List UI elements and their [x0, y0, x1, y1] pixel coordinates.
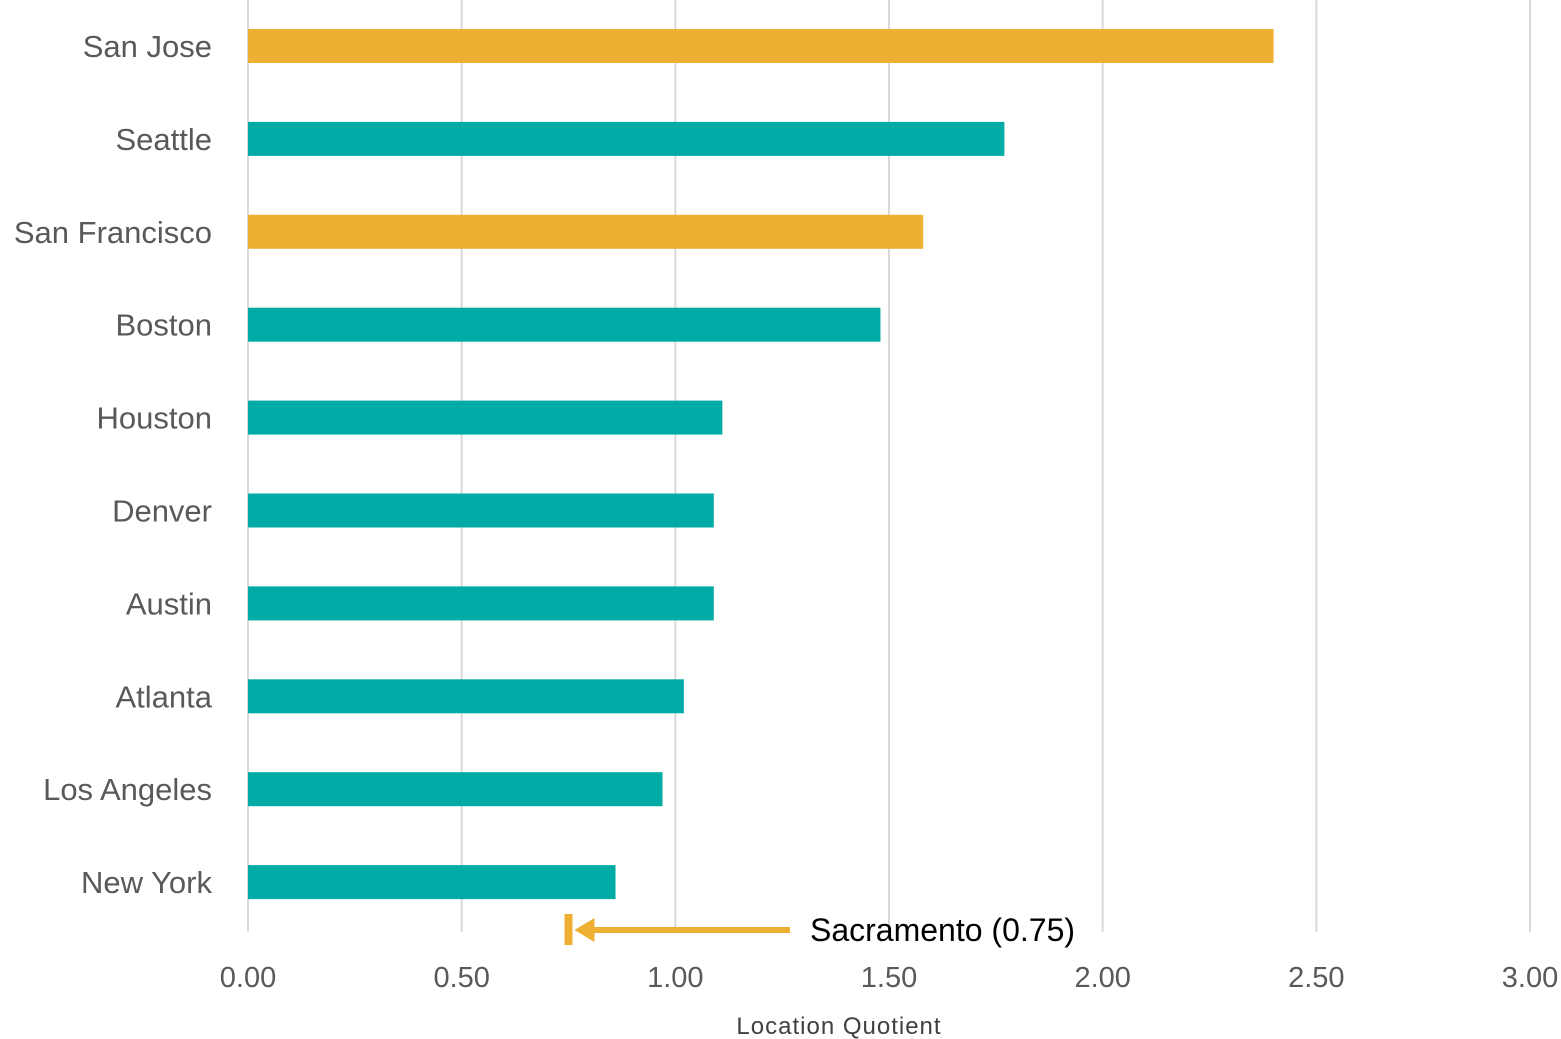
annotation-marker — [564, 914, 573, 945]
category-label: Austin — [126, 586, 212, 621]
x-tick-labels: 0.00 0.50 1.00 1.50 2.00 2.50 3.00 — [220, 962, 1558, 994]
x-tick-label: 1.50 — [861, 962, 917, 994]
bar — [248, 586, 714, 621]
category-label: San Francisco — [14, 215, 212, 250]
bar — [248, 121, 1005, 156]
category-label: San Jose — [83, 29, 212, 64]
x-tick-label: 1.00 — [647, 962, 703, 994]
category-labels: San Jose Seattle San Francisco Boston Housto… — [14, 29, 213, 900]
annotation-arrow-head — [574, 918, 595, 942]
sacramento-annotation: Sacramento (0.75) — [564, 912, 1075, 948]
category-label: Houston — [97, 401, 212, 436]
category-label: Seattle — [115, 122, 212, 157]
x-tick-label: 0.50 — [433, 962, 489, 994]
category-label: Denver — [112, 494, 212, 529]
x-tick-label: 2.00 — [1074, 962, 1130, 994]
bar — [248, 679, 684, 714]
category-label: Los Angeles — [43, 772, 212, 807]
category-label: Boston — [115, 308, 212, 343]
bar — [248, 307, 881, 342]
x-tick-label: 0.00 — [220, 962, 276, 994]
bar — [248, 400, 723, 435]
bar — [248, 772, 663, 807]
bars — [248, 29, 1274, 900]
x-axis-title: Location Quotient — [736, 1013, 941, 1039]
category-label: New York — [81, 865, 212, 900]
bar — [248, 214, 924, 249]
bar — [248, 29, 1274, 63]
bar — [248, 865, 616, 900]
bar — [248, 493, 714, 528]
x-tick-label: 2.50 — [1288, 962, 1344, 994]
annotation-label: Sacramento (0.75) — [810, 912, 1075, 948]
category-label: Atlanta — [115, 679, 212, 714]
x-tick-label: 3.00 — [1502, 962, 1558, 994]
